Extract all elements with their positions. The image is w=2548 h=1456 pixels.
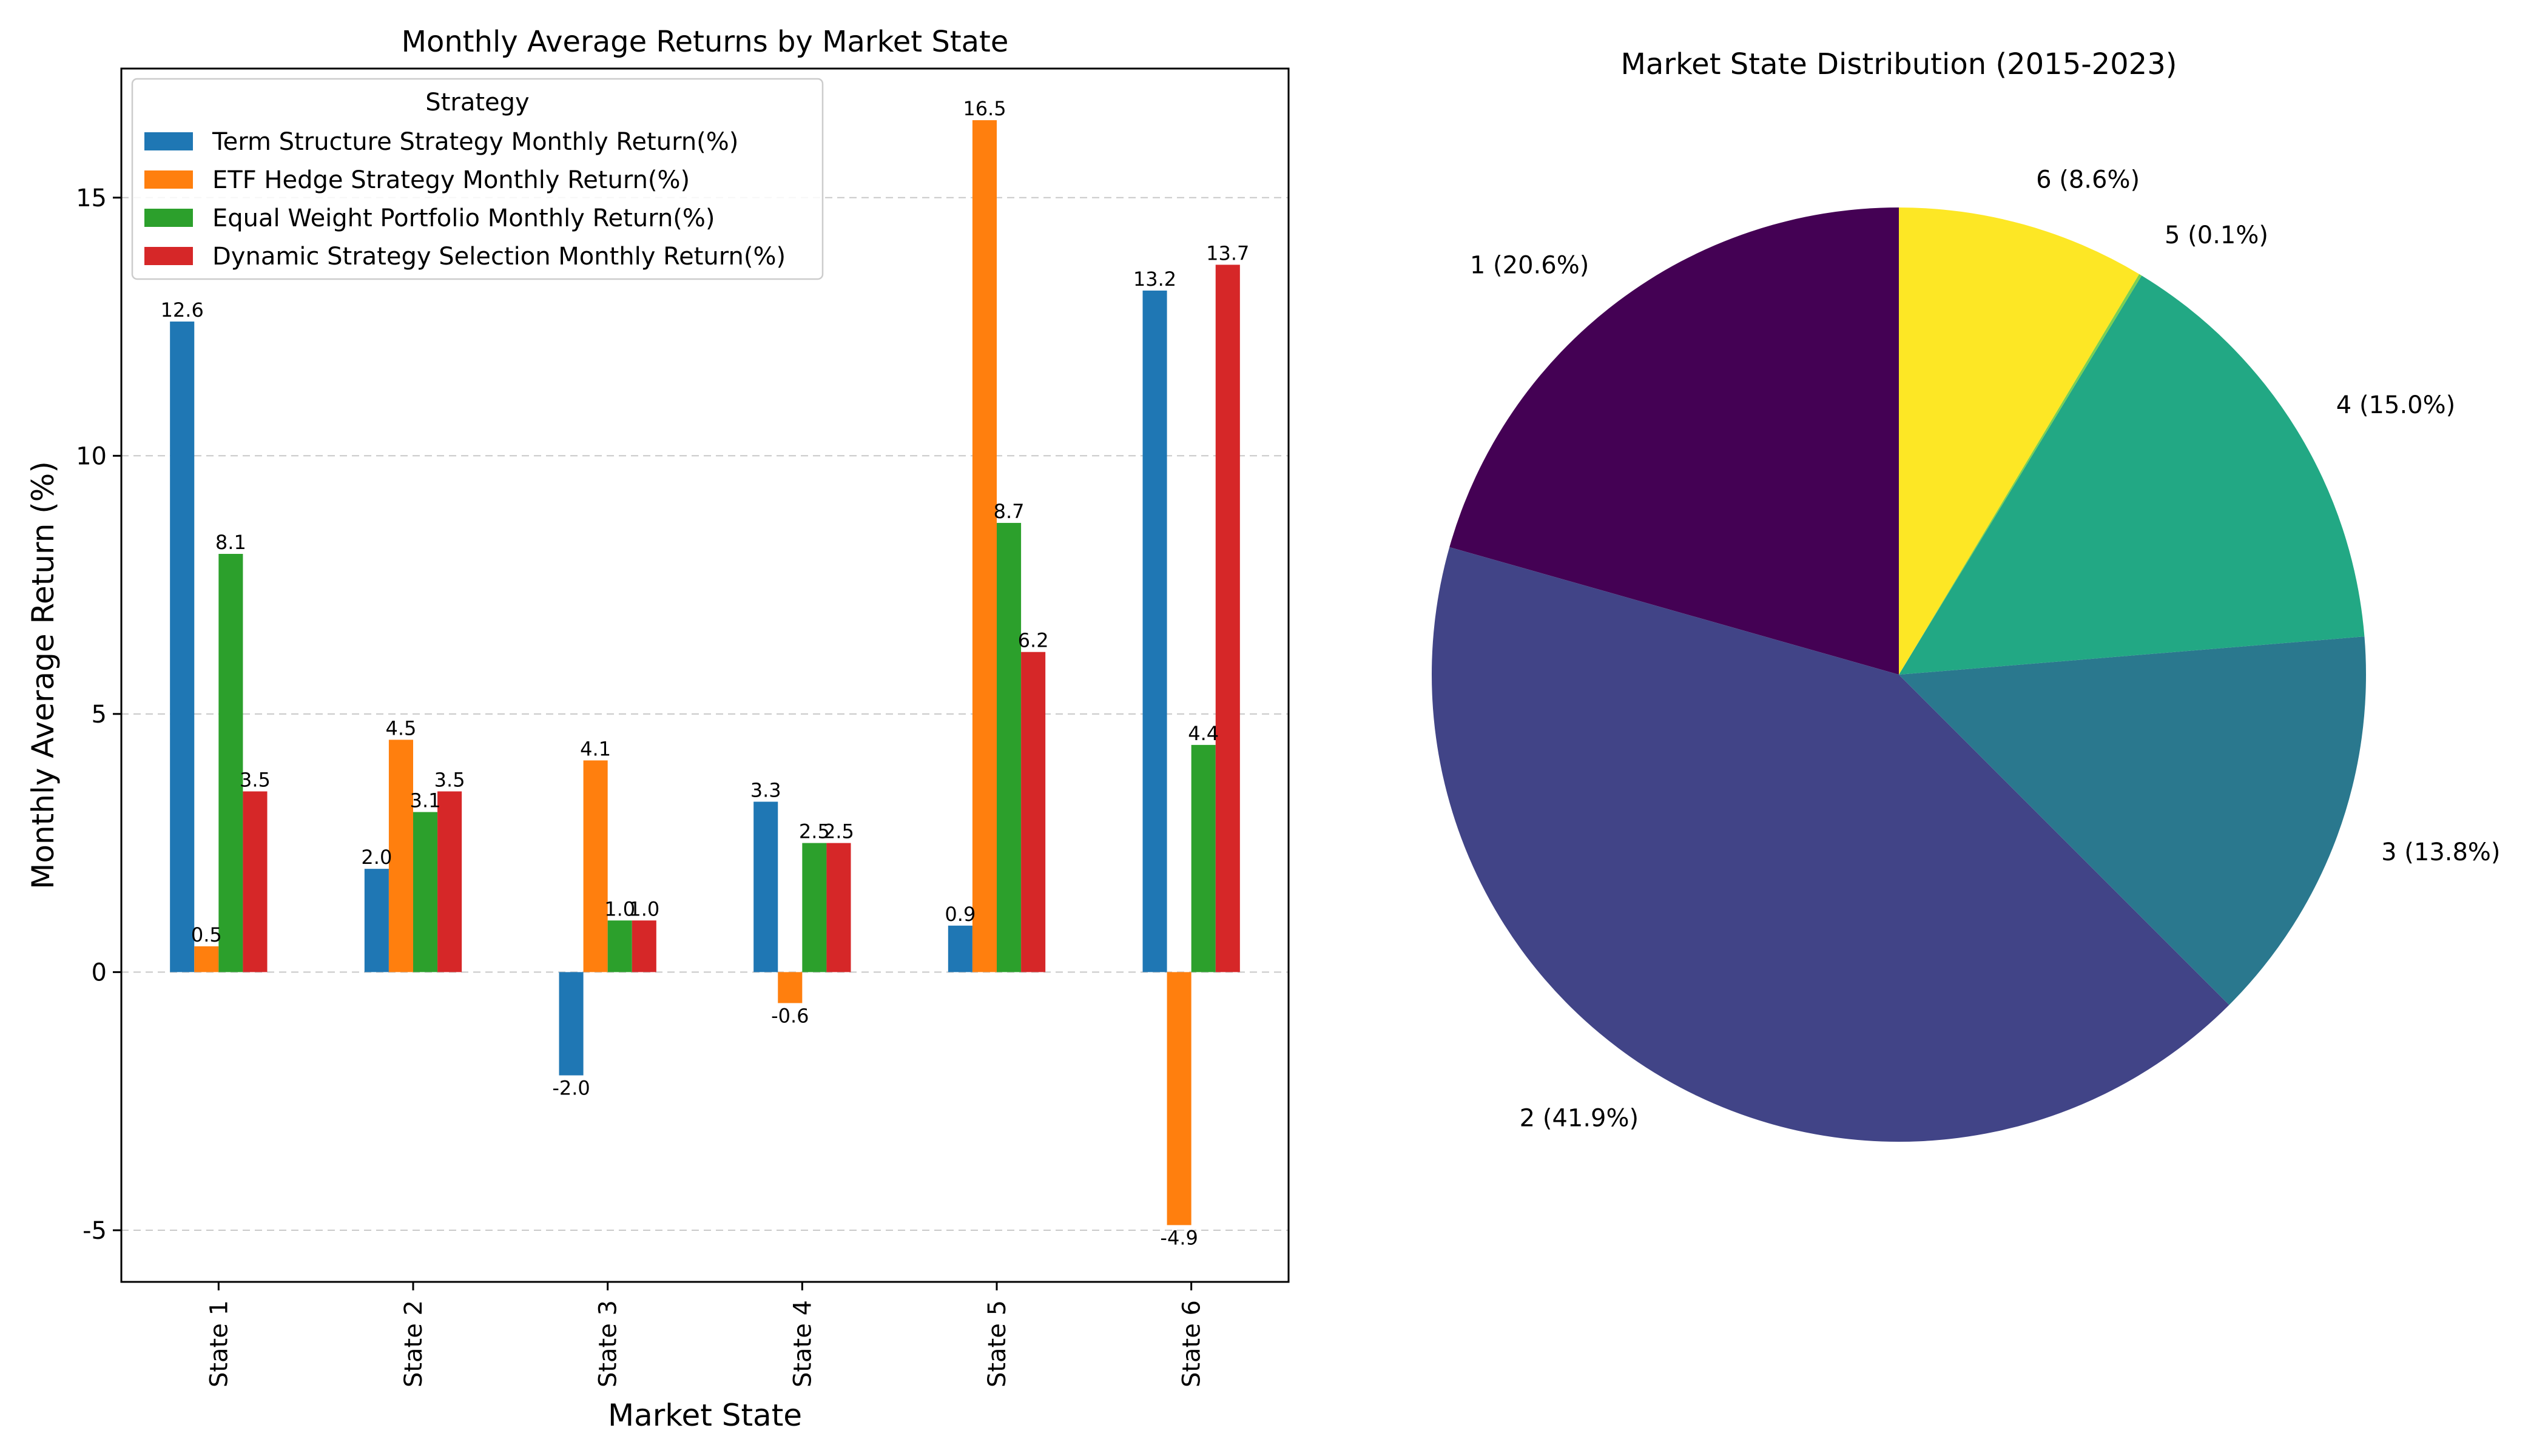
bar-plot-frame <box>120 67 1290 1283</box>
y-tick-label: 0 <box>92 959 107 986</box>
y-tick-label: 5 <box>92 701 107 729</box>
bar-value-labels: 12.6 2.0 -2.0 3.3 0.9 13.2 0.5 4.5 4.1 -0.6 16.5 -4… <box>161 97 1250 1249</box>
legend-items: Term Structure Strategy Monthly Return(%… <box>144 128 786 271</box>
x-tick-label: State 5 <box>983 1300 1011 1387</box>
x-tick-label: State 2 <box>400 1300 428 1387</box>
pie-slice-label: 4 (15.0%) <box>2336 391 2455 419</box>
x-tick-label: State 3 <box>595 1300 622 1387</box>
bar-value-label: 13.2 <box>1133 268 1176 291</box>
bar <box>948 925 972 972</box>
pie-labels: 1 (20.6%) 2 (41.9%) 3 (13.8%) 4 (15.0%) 5 (0… <box>1470 166 2501 1133</box>
bar-y-axis-label: Monthly Average Return (%) <box>25 461 61 889</box>
bar-y-axis-ticks: -5 0 5 10 15 <box>76 184 121 1245</box>
bar <box>1215 265 1240 972</box>
bar-value-label: 3.1 <box>410 789 441 812</box>
bar <box>170 322 195 972</box>
pie-slice-label: 3 (13.8%) <box>2381 838 2500 866</box>
x-tick-label: State 1 <box>205 1300 233 1387</box>
y-tick-label: 10 <box>76 442 107 470</box>
bar <box>1167 972 1191 1225</box>
bar-value-label: 8.7 <box>994 500 1025 523</box>
bar <box>826 843 851 972</box>
bar-value-label: 3.5 <box>240 768 271 791</box>
bar-value-label: 0.5 <box>191 923 222 946</box>
bar-value-label: 6.2 <box>1018 629 1049 652</box>
bar-x-axis-label: Market State <box>608 1398 802 1433</box>
bar-legend: Strategy Term Structure Strategy Monthly… <box>131 78 824 280</box>
bar-value-label: 3.5 <box>434 768 465 791</box>
bar-x-axis-ticks: State 1 State 2 State 3 State 4 State 5 State… <box>205 1282 1206 1387</box>
bar <box>413 812 438 972</box>
bar <box>1021 652 1046 972</box>
legend-title: Strategy <box>425 89 529 116</box>
bar-value-label: 0.9 <box>945 903 976 926</box>
bar-value-label: 4.4 <box>1188 722 1219 745</box>
legend-swatch <box>144 132 193 150</box>
bar <box>1142 290 1167 972</box>
bar-bars <box>170 120 1240 1225</box>
legend-swatch <box>144 170 193 189</box>
bar-value-label: -2.0 <box>552 1077 590 1100</box>
legend-swatch <box>144 247 193 265</box>
pie-slice-label: 1 (20.6%) <box>1470 251 1589 279</box>
bar-value-label: 8.1 <box>215 531 246 554</box>
pie-slice <box>1899 275 2365 675</box>
bar <box>972 120 997 972</box>
bar <box>997 522 1022 972</box>
pie-slice-label: 6 (8.6%) <box>2036 166 2140 194</box>
legend-entry: Term Structure Strategy Monthly Return(%… <box>212 128 738 156</box>
legend-frame <box>131 78 824 280</box>
bar-value-label: 16.5 <box>963 97 1006 120</box>
x-tick-label: State 6 <box>1178 1300 1206 1387</box>
bar-chart-title: Monthly Average Returns by Market State <box>402 25 1009 59</box>
y-tick-label: 15 <box>76 184 107 212</box>
bar <box>388 740 413 972</box>
y-tick-label: -5 <box>83 1217 107 1245</box>
bar-value-label: 1.0 <box>629 897 659 920</box>
legend-entry: Equal Weight Portfolio Monthly Return(%) <box>212 204 715 232</box>
bar-value-label: 1.0 <box>604 897 635 920</box>
bar-value-label: -0.6 <box>771 1004 809 1027</box>
bar <box>194 946 219 972</box>
bar <box>583 760 608 972</box>
pie-slice <box>1899 207 2140 675</box>
bar <box>1191 744 1216 972</box>
bar <box>632 920 656 972</box>
bar <box>802 843 827 972</box>
legend-entry: ETF Hedge Strategy Monthly Return(%) <box>212 166 690 194</box>
pie-slice <box>1899 636 2367 1005</box>
bar-value-label: -4.9 <box>1160 1226 1198 1249</box>
bar-chart: Monthly Average Returns by Market State … <box>25 25 1290 1433</box>
bar <box>364 869 389 972</box>
bar <box>243 791 268 972</box>
pie-chart-title: Market State Distribution (2015-2023) <box>1621 47 2177 81</box>
bar <box>607 920 632 972</box>
legend-entry: Dynamic Strategy Selection Monthly Retur… <box>212 243 786 271</box>
x-tick-label: State 4 <box>789 1300 817 1387</box>
pie-slice-label: 2 (41.9%) <box>1520 1104 1639 1132</box>
bar-value-label: 4.5 <box>386 716 417 740</box>
pie-slice <box>1449 207 1899 675</box>
bar <box>778 972 803 1003</box>
bar <box>218 554 243 972</box>
pie-slice <box>1899 274 2142 675</box>
bar-value-label: 13.7 <box>1206 241 1249 265</box>
pie-slice <box>1432 547 2230 1142</box>
pie-chart: Market State Distribution (2015-2023) 1 … <box>1432 47 2501 1142</box>
bar-value-label: 4.1 <box>580 737 611 760</box>
bar-value-label: 3.3 <box>750 779 781 802</box>
pie-slice-label: 5 (0.1%) <box>2165 221 2268 249</box>
bar-value-label: 12.6 <box>161 298 204 322</box>
legend-swatch <box>144 209 193 227</box>
bar <box>559 972 584 1076</box>
bar-value-label: 2.5 <box>799 820 830 843</box>
bar <box>753 801 778 972</box>
bar-value-label: 2.0 <box>361 846 392 869</box>
bar-value-label: 2.5 <box>823 820 854 843</box>
bar <box>437 791 462 972</box>
pie-slices <box>1432 207 2367 1142</box>
